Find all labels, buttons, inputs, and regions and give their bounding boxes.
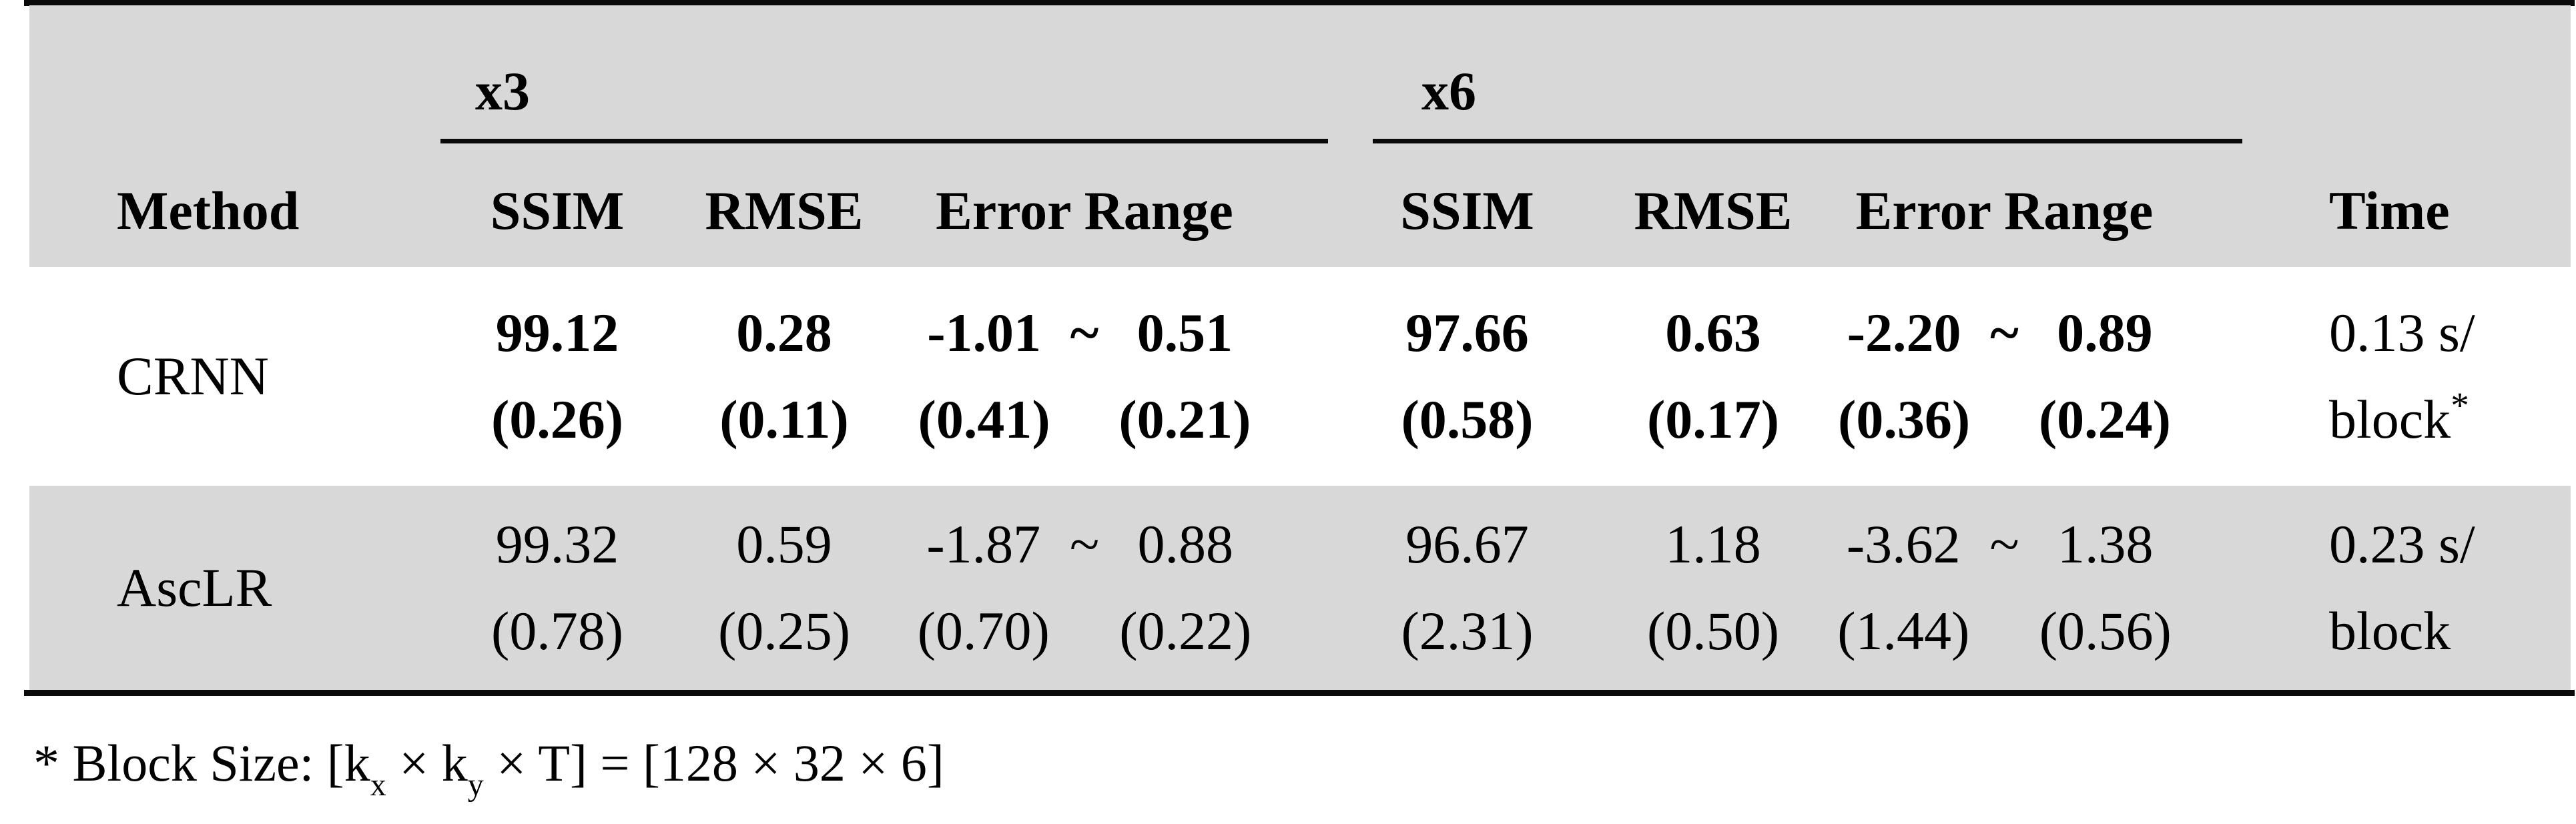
method-label: AscLR	[117, 557, 272, 618]
table-bottom-rule	[24, 690, 2575, 696]
time-value-line2: block*	[2329, 385, 2469, 450]
error-range-x3-cell: -1.01 (0.41) ~ 0.51 (0.21)	[894, 267, 1328, 486]
ssim-value: 99.32	[495, 514, 619, 574]
error-low-value: -3.62	[1846, 514, 1961, 574]
error-low: -1.87 (0.70)	[918, 501, 1050, 675]
error-range-x6-cell: -3.62 (1.44) ~ 1.38 (0.56)	[1820, 486, 2242, 690]
error-high-std: (0.22)	[1119, 600, 1252, 661]
rmse-std: (0.25)	[717, 600, 851, 661]
rmse-std: (0.11)	[719, 389, 849, 450]
column-header-error-range-x3: Error Range	[936, 179, 1233, 241]
tilde-separator: ~	[1989, 514, 2019, 574]
error-high-value: 1.38	[2057, 514, 2154, 574]
tilde-separator: ~	[1990, 302, 2019, 363]
table-row-asclr: AscLR 99.32 (0.78) 0.59 (0.25) -1.87 (0.…	[29, 486, 2571, 690]
rmse-value: 0.59	[736, 514, 832, 574]
ssim-std: (0.58)	[1401, 389, 1534, 450]
rmse-x6-cell: 1.18 (0.50)	[1606, 486, 1820, 690]
error-high-std: (0.21)	[1118, 389, 1251, 450]
error-high-std: (0.56)	[2039, 600, 2172, 661]
error-range: -1.01 (0.41) ~ 0.51 (0.21)	[918, 290, 1251, 463]
error-low-std: (1.44)	[1837, 600, 1970, 661]
rmse-value: 0.28	[736, 302, 832, 363]
error-low-value: -1.01	[927, 302, 1042, 363]
time-value-line2: block	[2329, 600, 2451, 661]
error-range: -1.87 (0.70) ~ 0.88 (0.22)	[918, 501, 1252, 675]
error-high-value: 0.88	[1137, 514, 1234, 574]
error-high: 0.89 (0.24)	[2039, 290, 2171, 463]
ssim-value: 99.12	[495, 302, 619, 363]
subscript-y: y	[467, 767, 484, 803]
rmse-x3-cell: 0.59 (0.25)	[674, 486, 894, 690]
group-x6-label: x6	[1421, 61, 1476, 121]
ssim-x3-cell: 99.32 (0.78)	[440, 486, 674, 690]
ssim-value: 96.67	[1405, 514, 1529, 574]
time-cell: 0.13 s/ block*	[2282, 267, 2571, 486]
error-low: -2.20 (0.36)	[1838, 290, 1970, 463]
error-low: -3.62 (1.44)	[1837, 501, 1969, 675]
rmse-x6-cell: 0.63 (0.17)	[1606, 267, 1820, 486]
rmse-value: 0.63	[1665, 302, 1761, 363]
table-row-crnn: CRNN 99.12 (0.26) 0.28 (0.11) -1.01 (0.4…	[29, 267, 2571, 486]
ssim-x6-cell: 96.67 (2.31)	[1328, 486, 1606, 690]
footnote-asterisk: *	[33, 734, 73, 792]
column-header-error-range-x6: Error Range	[1855, 179, 2154, 241]
time-value-line1: 0.23 s/	[2329, 514, 2475, 574]
column-header-time: Time	[2329, 179, 2450, 241]
error-low-value: -2.20	[1847, 302, 1961, 363]
ssim-std: (2.31)	[1401, 600, 1534, 661]
footnote-text: × k	[386, 734, 468, 792]
error-high: 1.38 (0.56)	[2039, 501, 2172, 675]
group-header-x3: x3	[440, 5, 1328, 143]
time-cell: 0.23 s/ block	[2282, 486, 2571, 690]
error-low-std: (0.41)	[918, 389, 1050, 450]
rmse-std: (0.50)	[1646, 600, 1780, 661]
error-range: -2.20 (0.36) ~ 0.89 (0.24)	[1838, 290, 2171, 463]
ssim-value: 97.66	[1405, 302, 1529, 363]
group-x3-label: x3	[475, 61, 530, 121]
method-label: CRNN	[117, 346, 269, 406]
subscript-x: x	[370, 767, 386, 803]
rmse-std: (0.17)	[1646, 389, 1780, 450]
error-high: 0.51 (0.21)	[1118, 290, 1251, 463]
table-footnote: * Block Size: [kx × ky × T] = [128 × 32 …	[33, 730, 944, 804]
tilde-separator: ~	[1069, 514, 1100, 574]
tilde-separator: ~	[1070, 302, 1099, 363]
ssim-x3-cell: 99.12 (0.26)	[440, 267, 674, 486]
table-top-rule	[24, 0, 2575, 6]
ssim-std: (0.26)	[491, 389, 624, 450]
error-low-value: -1.87	[926, 514, 1041, 574]
column-header-method: Method	[117, 179, 300, 241]
error-range-x3-cell: -1.87 (0.70) ~ 0.88 (0.22)	[894, 486, 1328, 690]
time-value-line1: 0.13 s/	[2329, 302, 2475, 363]
error-low-std: (0.36)	[1838, 389, 1971, 450]
error-high-value: 0.51	[1137, 302, 1233, 363]
error-range: -3.62 (1.44) ~ 1.38 (0.56)	[1837, 501, 2172, 675]
column-header-ssim-x3: SSIM	[490, 179, 625, 241]
error-low: -1.01 (0.41)	[918, 290, 1050, 463]
ssim-x6-cell: 97.66 (0.58)	[1328, 267, 1606, 486]
column-header-rmse-x3: RMSE	[705, 179, 864, 241]
footnote-text: Block Size: [k	[72, 734, 370, 792]
footnote-marker: *	[2451, 385, 2469, 426]
column-header-rmse-x6: RMSE	[1634, 179, 1793, 241]
group-header-x6: x6	[1373, 5, 2242, 143]
rmse-value: 1.18	[1665, 514, 1761, 574]
error-high-std: (0.24)	[2038, 389, 2171, 450]
error-high-value: 0.89	[2057, 302, 2153, 363]
ssim-std: (0.78)	[491, 600, 624, 661]
error-high: 0.88 (0.22)	[1119, 501, 1251, 675]
table-header: x3 x6 Method SSIM RMSE Error Range SSIM …	[29, 5, 2571, 267]
column-header-ssim-x6: SSIM	[1400, 179, 1534, 241]
error-range-x6-cell: -2.20 (0.36) ~ 0.89 (0.24)	[1820, 267, 2242, 486]
footnote-text: × T] = [128 × 32 × 6]	[483, 734, 944, 792]
rmse-x3-cell: 0.28 (0.11)	[674, 267, 894, 486]
error-low-std: (0.70)	[917, 600, 1050, 661]
